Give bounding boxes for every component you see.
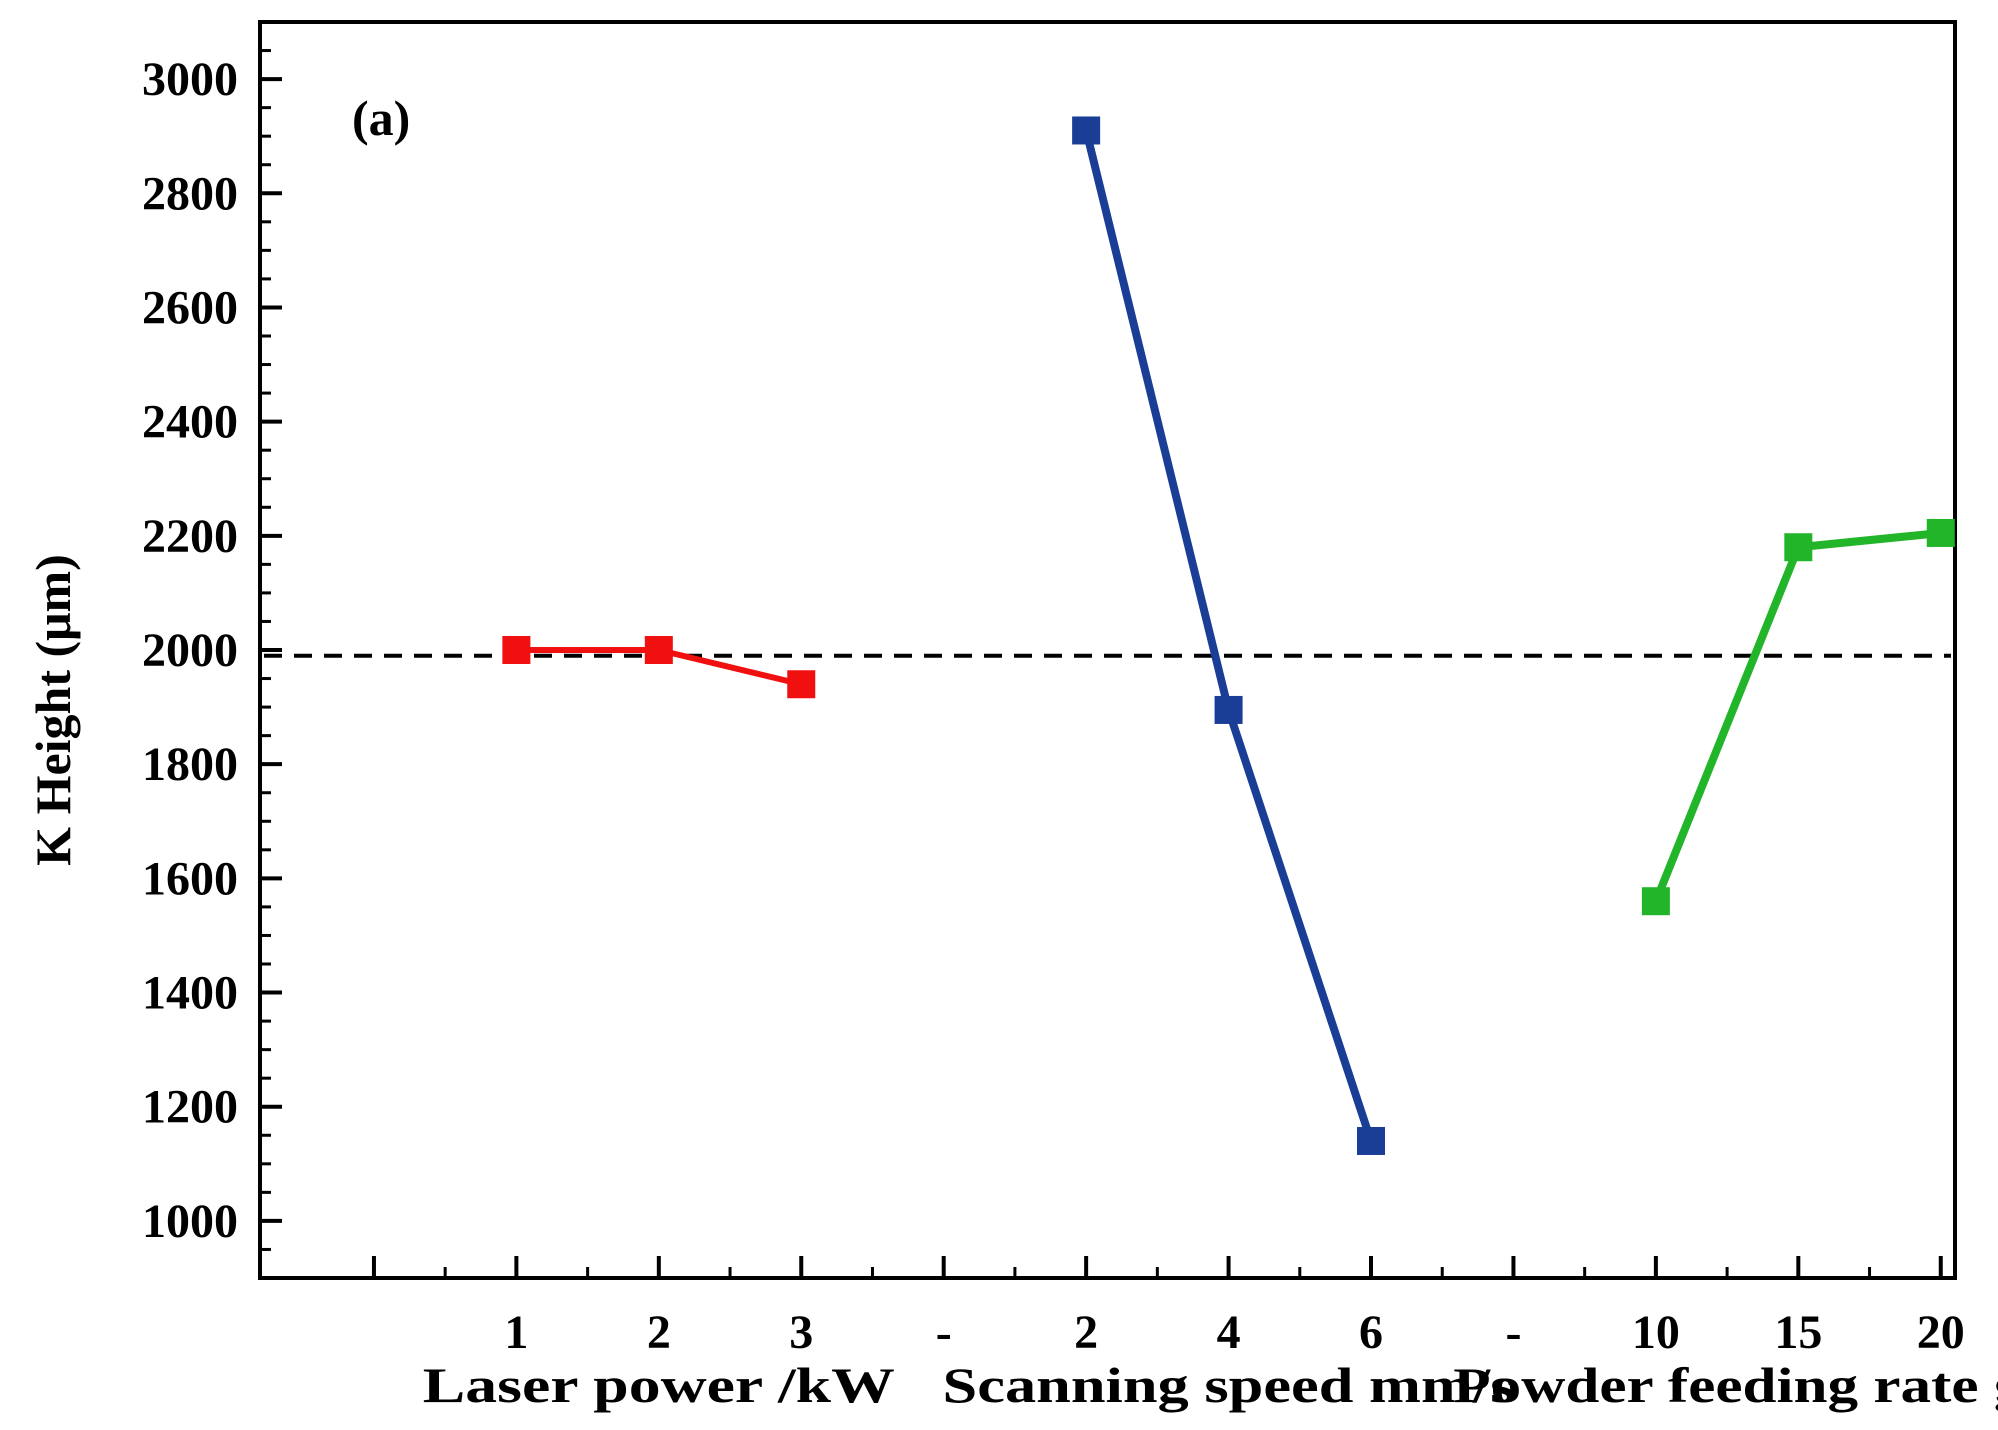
y-tick-label: 1800	[142, 738, 238, 791]
x-tick-label: 3	[789, 1306, 813, 1359]
x-axis-group-labels: Laser power /kW Scanning speed mm/sPowder…	[423, 1357, 1998, 1413]
x-tick-label: 6	[1359, 1306, 1383, 1359]
y-tick-label: 1600	[142, 852, 238, 905]
x-tick-label: 10	[1632, 1306, 1680, 1359]
x-tick-labels: 1 2 3 - 2 4 6 - 10 15 20	[504, 1306, 1964, 1359]
y-major-ticks	[260, 77, 282, 1223]
data-point	[1214, 695, 1243, 724]
x-ticks	[371, 1256, 1943, 1278]
panel-label: (a)	[352, 90, 410, 146]
y-tick-label: 2600	[142, 281, 238, 334]
x-tick-label: -	[1505, 1306, 1521, 1359]
series-group	[502, 116, 1955, 1155]
y-minor-ticks	[260, 20, 271, 1280]
data-point	[1357, 1126, 1386, 1155]
series-line	[1082, 129, 1375, 1143]
x-tick-label: 1	[504, 1306, 528, 1359]
x-group-label: Scanning speed mm/s	[943, 1357, 1515, 1413]
x-group-label: Powder feeding rate g/min	[1453, 1357, 1998, 1413]
y-tick-label: 1000	[142, 1195, 238, 1248]
data-point	[787, 670, 816, 699]
y-tick-labels: 1000 1200 1400 1600 1800 2000 2200 2400 2600 2800…	[142, 53, 238, 1248]
data-point	[502, 636, 531, 664]
x-group-label: Laser power /kW	[423, 1357, 895, 1413]
data-point	[1641, 887, 1670, 916]
data-point	[644, 636, 673, 664]
y-tick-label: 2000	[142, 624, 238, 677]
x-tick-label: 2	[647, 1306, 671, 1359]
y-tick-label: 2400	[142, 396, 238, 449]
y-tick-label: 2200	[142, 510, 238, 563]
x-tick-label: 15	[1774, 1306, 1822, 1359]
data-point	[1784, 533, 1813, 562]
x-tick-label: -	[936, 1306, 952, 1359]
series-line	[1652, 528, 1942, 903]
y-tick-label: 3000	[142, 53, 238, 106]
data-point	[1072, 116, 1101, 145]
x-tick-label: 2	[1074, 1306, 1098, 1359]
y-axis-label: K Height (μm)	[25, 554, 81, 866]
y-tick-label: 2800	[142, 167, 238, 220]
y-tick-label: 1200	[142, 1081, 238, 1134]
x-tick-label: 4	[1217, 1306, 1241, 1359]
x-tick-label: 20	[1917, 1306, 1965, 1359]
y-tick-label: 1400	[142, 967, 238, 1020]
data-point	[1926, 518, 1955, 547]
